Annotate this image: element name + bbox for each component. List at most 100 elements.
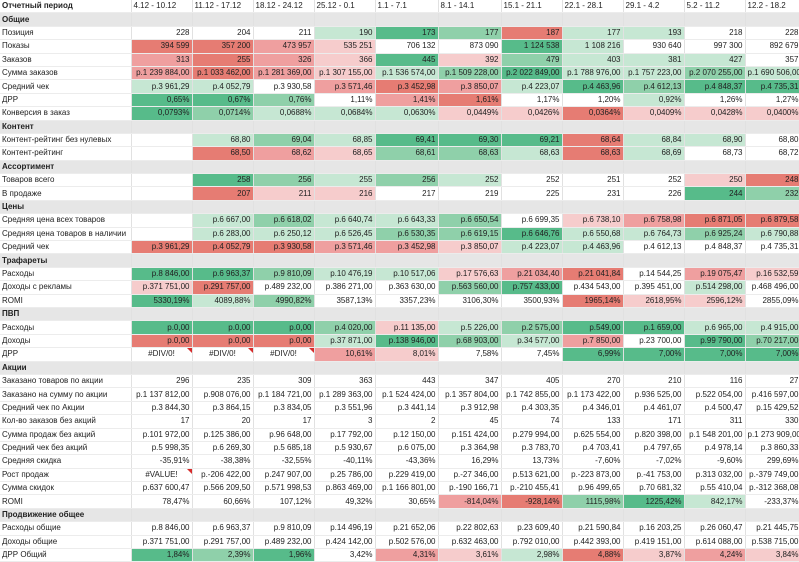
value-cell[interactable]: 45: [438, 414, 502, 429]
value-cell[interactable]: р.0,00: [253, 334, 315, 349]
period-header[interactable]: 8.1 - 14.1: [438, 0, 502, 14]
value-cell[interactable]: 226: [623, 186, 685, 201]
section-cell[interactable]: [314, 120, 376, 134]
value-cell[interactable]: 193: [623, 26, 685, 41]
section-cell[interactable]: [684, 307, 746, 322]
value-cell[interactable]: 255: [192, 53, 254, 67]
value-cell[interactable]: р.2 070 255,00: [684, 66, 746, 81]
period-header[interactable]: 15.1 - 21.1: [501, 0, 563, 14]
value-cell[interactable]: 225: [501, 186, 563, 201]
value-cell[interactable]: 366: [314, 53, 376, 67]
value-cell[interactable]: 0,0409%: [623, 106, 685, 121]
value-cell[interactable]: -9,60%: [684, 454, 746, 469]
value-cell[interactable]: 8,01%: [375, 347, 439, 362]
value-cell[interactable]: р.4 461,07: [623, 401, 685, 416]
value-cell[interactable]: р.1 742 855,00: [501, 387, 563, 402]
value-cell[interactable]: 2618,95%: [623, 294, 685, 308]
value-cell[interactable]: р.101 972,00: [131, 428, 193, 442]
metric-label[interactable]: Средний чек: [0, 240, 132, 255]
value-cell[interactable]: 252: [623, 173, 685, 188]
value-cell[interactable]: р.1 137 812,00: [131, 387, 193, 402]
value-cell[interactable]: 3357,23%: [375, 294, 439, 308]
value-cell[interactable]: 4089,88%: [192, 294, 254, 308]
value-cell[interactable]: р.4 735,31: [745, 79, 799, 94]
section-cell[interactable]: [501, 508, 563, 523]
value-cell[interactable]: 535 251: [314, 39, 376, 54]
value-cell[interactable]: 2855,09%: [745, 294, 799, 308]
value-cell[interactable]: 930 640: [623, 39, 685, 54]
value-cell[interactable]: 394 599: [131, 39, 193, 54]
section-cell[interactable]: [253, 160, 315, 175]
value-cell[interactable]: 17: [253, 414, 315, 429]
value-cell[interactable]: [131, 213, 193, 228]
section-cell[interactable]: [253, 12, 315, 27]
section-cell[interactable]: [438, 253, 502, 268]
value-cell[interactable]: 68,50: [192, 146, 254, 161]
section-cell[interactable]: [314, 361, 376, 375]
value-cell[interactable]: 4,31%: [375, 548, 439, 562]
metric-label[interactable]: Расходы: [0, 267, 132, 282]
value-cell[interactable]: р.386 271,00: [314, 280, 376, 295]
value-cell[interactable]: р.25 786,00: [314, 468, 376, 483]
value-cell[interactable]: р.70 681,32: [623, 481, 685, 496]
value-cell[interactable]: р.3 860,33: [745, 441, 799, 456]
metric-label[interactable]: Расходы: [0, 320, 132, 335]
value-cell[interactable]: 3,42%: [314, 548, 376, 562]
value-cell[interactable]: 1,26%: [684, 93, 746, 108]
value-cell[interactable]: р.151 424,00: [438, 428, 502, 442]
value-cell[interactable]: 68,80: [745, 133, 799, 148]
value-cell[interactable]: 78,47%: [131, 494, 193, 509]
value-cell[interactable]: 1 124 538: [501, 39, 563, 54]
value-cell[interactable]: р.6 283,00: [192, 227, 254, 242]
value-cell[interactable]: 256: [253, 173, 315, 188]
value-cell[interactable]: -35,91%: [131, 454, 193, 469]
section-cell[interactable]: [131, 253, 193, 268]
value-cell[interactable]: 4,24%: [684, 548, 746, 562]
value-cell[interactable]: р.1 273 909,00: [745, 428, 799, 442]
value-cell[interactable]: #DIV/0!: [253, 347, 315, 362]
value-cell[interactable]: р.0,00: [192, 334, 254, 349]
section-title[interactable]: Общие: [0, 12, 132, 27]
section-cell[interactable]: [562, 253, 624, 268]
value-cell[interactable]: р.416 597,00: [745, 387, 799, 402]
value-cell[interactable]: р.17 792,00: [314, 428, 376, 442]
value-cell[interactable]: 7,00%: [745, 347, 799, 362]
section-cell[interactable]: [623, 12, 685, 27]
section-cell[interactable]: [192, 361, 254, 375]
value-cell[interactable]: 16,29%: [438, 454, 502, 469]
value-cell[interactable]: 443: [375, 374, 439, 389]
metric-label[interactable]: Позиция: [0, 26, 132, 41]
value-cell[interactable]: р.2 022 849,00: [501, 66, 563, 81]
value-cell[interactable]: 6,99%: [562, 347, 624, 362]
value-cell[interactable]: 219: [438, 186, 502, 201]
value-cell[interactable]: р.5 226,00: [438, 320, 502, 335]
value-cell[interactable]: 187: [501, 26, 563, 41]
value-cell[interactable]: р.1 184 721,00: [253, 387, 315, 402]
metric-label[interactable]: Доходы с рекламы: [0, 280, 132, 295]
value-cell[interactable]: 2596,12%: [684, 294, 746, 308]
value-cell[interactable]: 326: [253, 53, 315, 67]
section-cell[interactable]: [192, 120, 254, 134]
value-cell[interactable]: 171: [623, 414, 685, 429]
section-cell[interactable]: [375, 508, 439, 523]
value-cell[interactable]: 1,20%: [562, 93, 624, 108]
value-cell[interactable]: 231: [562, 186, 624, 201]
value-cell[interactable]: 211: [253, 186, 315, 201]
value-cell[interactable]: 68,80: [192, 133, 254, 148]
value-cell[interactable]: р.4 797,65: [623, 441, 685, 456]
value-cell[interactable]: 74: [501, 414, 563, 429]
value-cell[interactable]: 1,84%: [131, 548, 193, 562]
value-cell[interactable]: 0,0684%: [314, 106, 376, 121]
value-cell[interactable]: 347: [438, 374, 502, 389]
value-cell[interactable]: р.96 648,00: [253, 428, 315, 442]
value-cell[interactable]: 69,04: [253, 133, 315, 148]
section-cell[interactable]: [192, 12, 254, 27]
section-cell[interactable]: [131, 200, 193, 215]
section-cell[interactable]: [314, 253, 376, 268]
value-cell[interactable]: р.3 912,98: [438, 401, 502, 416]
section-cell[interactable]: [562, 508, 624, 523]
value-cell[interactable]: р.3 571,46: [314, 240, 376, 255]
metric-label[interactable]: Заказов: [0, 53, 132, 67]
section-cell[interactable]: [684, 361, 746, 375]
section-cell[interactable]: [501, 160, 563, 175]
